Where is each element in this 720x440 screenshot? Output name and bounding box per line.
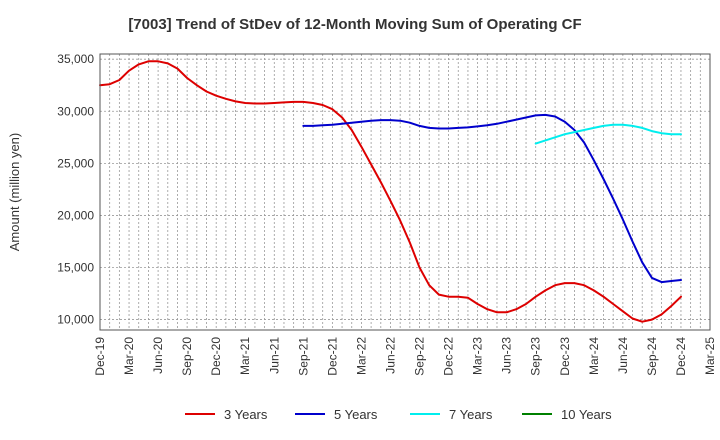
legend: 3 Years 5 Years 7 Years 10 Years — [185, 407, 612, 422]
x-tick-label: Jun-21 — [267, 337, 281, 374]
legend-item: 10 Years — [522, 407, 612, 422]
x-tick-label: Dec-23 — [558, 337, 572, 376]
x-tick-label: Jun-20 — [151, 337, 165, 374]
y-axis-title: Amount (million yen) — [7, 133, 22, 252]
x-tick-labels: Dec-19 Mar-20 Jun-20 Sep-20 Dec-20 Mar-21 Jun-… — [93, 337, 717, 376]
legend-label: 10 Years — [561, 407, 612, 422]
series-lines — [99, 60, 682, 323]
series-line-7-years — [534, 123, 682, 145]
x-tick-label: Jun-24 — [616, 337, 630, 374]
y-tick-label: 15,000 — [57, 261, 94, 275]
x-tick-label: Sep-21 — [296, 337, 310, 376]
x-tick-label: Mar-24 — [587, 337, 601, 375]
x-tick-label: Sep-23 — [529, 337, 543, 376]
x-tick-label: Dec-22 — [442, 337, 456, 376]
grid — [100, 54, 710, 330]
x-tick-label: Mar-22 — [354, 337, 368, 375]
y-tick-label: 20,000 — [57, 208, 94, 222]
legend-item: 3 Years — [185, 407, 268, 422]
y-tick-label: 30,000 — [57, 104, 94, 118]
plot-frame — [99, 53, 711, 331]
x-tick-label: Sep-24 — [645, 337, 659, 376]
x-tick-label: Sep-22 — [413, 337, 427, 376]
x-tick-label: Dec-21 — [325, 337, 339, 376]
legend-item: 7 Years — [410, 407, 493, 422]
series-line-3-years — [99, 60, 682, 323]
y-tick-label: 10,000 — [57, 313, 94, 327]
legend-item: 5 Years — [295, 407, 378, 422]
x-tick-label: Mar-20 — [122, 337, 136, 375]
x-tick-label: Sep-20 — [180, 337, 194, 376]
y-tick-label: 25,000 — [57, 156, 94, 170]
series-line-5-years — [302, 113, 682, 284]
x-tick-label: Mar-23 — [471, 337, 485, 375]
x-tick-label: Jun-22 — [383, 337, 397, 374]
legend-label: 3 Years — [224, 407, 268, 422]
x-tick-label: Jun-23 — [500, 337, 514, 374]
x-tick-label: Mar-25 — [703, 337, 717, 375]
y-tick-label: 35,000 — [57, 52, 94, 66]
x-tick-label: Dec-24 — [674, 337, 688, 376]
x-tick-label: Dec-19 — [93, 337, 107, 376]
legend-label: 7 Years — [449, 407, 493, 422]
x-tick-label: Mar-21 — [238, 337, 252, 375]
chart-title: [7003] Trend of StDev of 12-Month Moving… — [128, 16, 581, 33]
legend-label: 5 Years — [334, 407, 378, 422]
y-tick-labels: 10,000 15,000 20,000 25,000 30,000 35,000 — [57, 52, 94, 326]
x-tick-label: Dec-20 — [209, 337, 223, 376]
